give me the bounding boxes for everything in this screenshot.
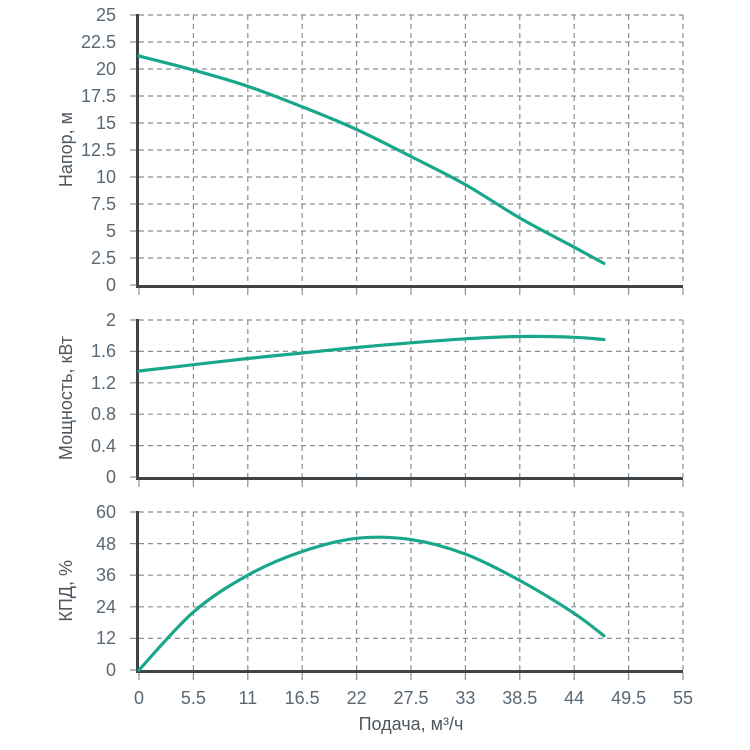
y-tick-label: 2 xyxy=(105,310,116,330)
y-tick-label: 48 xyxy=(95,533,116,554)
x-tick-label: 44 xyxy=(564,688,585,708)
y-tick-label: 15 xyxy=(95,113,116,133)
efficiency-curve xyxy=(137,535,606,672)
y-tick-label: 17.5 xyxy=(80,86,116,106)
y-tick-label: 1.2 xyxy=(90,372,116,393)
y-tick-label: 24 xyxy=(95,596,116,617)
y-tick-label: 0 xyxy=(105,660,116,680)
y-tick-label: 60 xyxy=(95,502,116,522)
x-tick-label: 27.5 xyxy=(393,688,429,708)
x-tick-label: 11 xyxy=(238,688,258,708)
x-tick-label: 22 xyxy=(346,688,367,708)
y-tick-label: 20 xyxy=(95,59,116,79)
y-tick-label: 7.5 xyxy=(90,194,116,214)
y-tick-label: 5 xyxy=(105,221,116,241)
y-tick-label: 36 xyxy=(95,565,116,586)
x-tick-label: 49.5 xyxy=(611,688,647,708)
y-tick-label: 0 xyxy=(105,275,116,295)
x-tick-label: 38.5 xyxy=(502,688,538,708)
y-tick-label: 22.5 xyxy=(80,32,116,52)
power-curve xyxy=(137,334,606,373)
x-tick-label: 33 xyxy=(455,688,476,708)
y-tick-label: 12.5 xyxy=(80,140,116,160)
x-tick-label: 55 xyxy=(672,688,694,708)
x-tick-label: 16.5 xyxy=(284,688,320,708)
x-axis-title: Подача, м³/ч xyxy=(358,714,464,734)
y-tick-label: 0 xyxy=(105,467,116,487)
y-tick-label: 12 xyxy=(95,628,116,649)
x-tick-label: 0 xyxy=(133,688,144,708)
head-curve xyxy=(137,54,606,265)
x-tick-label: 5.5 xyxy=(180,688,206,708)
y-tick-label: 0.4 xyxy=(90,435,116,456)
y-tick-label: 25 xyxy=(95,5,116,25)
y-tick-label: 2.5 xyxy=(90,248,116,268)
y-tick-label: 1.6 xyxy=(90,341,116,362)
y-tick-label: 0.8 xyxy=(90,404,116,425)
y-tick-label: 10 xyxy=(95,167,116,187)
